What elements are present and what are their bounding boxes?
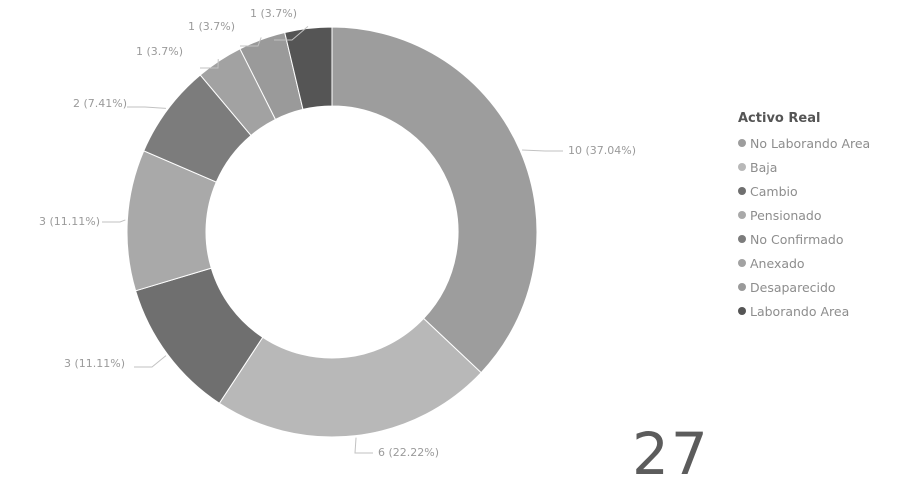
- legend-item[interactable]: No Confirmado: [738, 227, 870, 251]
- data-label-leader: [240, 37, 262, 47]
- data-label-leader: [134, 355, 167, 368]
- legend-item[interactable]: Laborando Area: [738, 299, 870, 323]
- data-label-leader: [102, 219, 126, 223]
- slice-laborando-area[interactable]: [284, 26, 333, 110]
- legend-item[interactable]: Desaparecido: [738, 275, 870, 299]
- legend-marker-icon: [738, 163, 746, 171]
- data-label: 1 (3.7%): [250, 7, 297, 20]
- data-label-leader: [522, 149, 563, 152]
- legend-item-label: No Confirmado: [750, 231, 844, 247]
- data-label: 3 (11.11%): [39, 215, 100, 228]
- chart-legend: Activo Real No Laborando Area Baja Cambio P…: [738, 111, 870, 323]
- legend-item[interactable]: Pensionado: [738, 203, 870, 227]
- data-label: 10 (37.04%): [568, 144, 636, 157]
- data-label: 2 (7.41%): [73, 97, 127, 110]
- data-label: 6 (22.22%): [378, 446, 439, 459]
- legend-marker-icon: [738, 211, 746, 219]
- slice-no-laborando-area[interactable]: [331, 26, 538, 374]
- total-count-card: 27: [632, 420, 710, 488]
- legend-marker-icon: [738, 187, 746, 195]
- data-label-leader: [354, 437, 373, 454]
- slice-baja[interactable]: [218, 317, 482, 438]
- legend-marker-icon: [738, 307, 746, 315]
- chart-canvas: 10 (37.04%) 6 (22.22%) 3 (11.11%) 3 (11.11%…: [39, 7, 636, 459]
- legend-marker-icon: [738, 283, 746, 291]
- legend-item[interactable]: Baja: [738, 155, 870, 179]
- legend-item-label: Baja: [750, 159, 778, 175]
- data-label-leader: [200, 59, 219, 69]
- legend-item-label: Pensionado: [750, 207, 822, 223]
- data-label-leader: [274, 26, 309, 41]
- legend-item-label: No Laborando Area: [750, 135, 871, 151]
- legend-item-label: Cambio: [750, 183, 798, 199]
- legend-marker-icon: [738, 259, 746, 267]
- donut-chart: 10 (37.04%) 6 (22.22%) 3 (11.11%) 3 (11.11%…: [39, 7, 870, 483]
- data-label-leader: [127, 106, 166, 109]
- legend-marker-icon: [738, 235, 746, 243]
- legend-item-label: Laborando Area: [750, 303, 850, 319]
- data-label: 1 (3.7%): [136, 45, 183, 58]
- legend-item[interactable]: No Laborando Area: [738, 131, 870, 155]
- data-label: 3 (11.11%): [64, 357, 125, 370]
- legend-marker-icon: [738, 139, 746, 147]
- legend-item[interactable]: Cambio: [738, 179, 870, 203]
- legend-item[interactable]: Anexado: [738, 251, 870, 275]
- legend-item-label: Desaparecido: [750, 279, 836, 295]
- legend-title: Activo Real: [738, 111, 821, 126]
- data-label: 1 (3.7%): [188, 20, 235, 33]
- legend-item-label: Anexado: [750, 255, 805, 271]
